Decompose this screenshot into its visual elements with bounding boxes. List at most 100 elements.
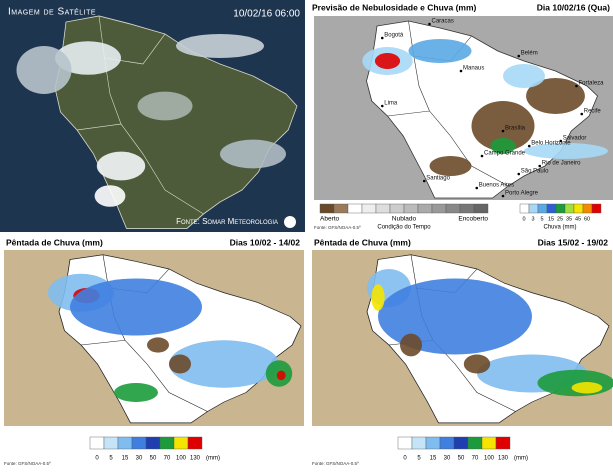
- legend-swatch: [320, 204, 334, 213]
- city-dot: [538, 165, 541, 168]
- legend-label: Nublado: [392, 216, 417, 223]
- city-label: Belém: [521, 51, 538, 57]
- legend-swatch: [398, 437, 412, 449]
- panel-date: Dia 10/02/16 (Qua): [537, 2, 610, 12]
- rain-area: [138, 92, 193, 121]
- city-label: Manaus: [463, 66, 484, 72]
- city-dot: [517, 55, 520, 58]
- legend-swatch: [446, 204, 460, 213]
- legend-swatch: [334, 204, 348, 213]
- legend-swatch: [418, 204, 432, 213]
- rain-area: [220, 140, 286, 169]
- source: Fonte: GFS/NOAA-0.5º: [4, 461, 51, 466]
- panel-title: Previsão de Nebulosidade e Chuva (mm): [312, 2, 477, 12]
- legend-tick: 35: [566, 216, 572, 222]
- legend-swatch: [574, 204, 583, 213]
- rain-area: [114, 383, 158, 402]
- city-dot: [575, 85, 578, 88]
- legend-tick: 70: [472, 456, 479, 462]
- city-label: Campo Grande: [484, 151, 526, 157]
- legend-unit: (mm): [514, 456, 528, 462]
- rain-area: [371, 284, 384, 311]
- city-dot: [580, 113, 583, 116]
- legend-swatch: [496, 437, 510, 449]
- legend-swatch: [547, 204, 556, 213]
- legend-tick: 100: [484, 456, 495, 462]
- city-label: Rio de Janeiro: [542, 161, 581, 167]
- legend-swatch: [146, 437, 160, 449]
- source: Fonte: GFS/NOAA-0.5º: [312, 461, 359, 466]
- legend-tick: 30: [444, 456, 451, 462]
- city-label: Lima: [384, 101, 398, 107]
- satellite-title: Imagem de Satélite: [8, 7, 96, 18]
- panel-title: Pêntada de Chuva (mm): [6, 237, 103, 247]
- legend-swatch: [468, 437, 482, 449]
- city-label: Santiago: [426, 176, 450, 182]
- city-label: São Paulo: [521, 169, 549, 175]
- rain-area: [95, 185, 126, 207]
- city-label: Recife: [584, 109, 602, 115]
- legend-caption: Chuva (mm): [543, 225, 576, 231]
- legend-swatch: [482, 437, 496, 449]
- legend-swatch: [440, 437, 454, 449]
- rain-area: [400, 334, 422, 357]
- legend-unit: (mm): [206, 456, 220, 462]
- legend-tick: 50: [150, 456, 157, 462]
- timestamp: 10/02/16 06:00: [233, 9, 300, 20]
- rain-area: [572, 382, 603, 393]
- legend-swatch: [529, 204, 538, 213]
- legend-tick: 130: [190, 456, 201, 462]
- panel-title: Pêntada de Chuva (mm): [314, 237, 411, 247]
- legend-tick: 100: [176, 456, 187, 462]
- legend-swatch: [188, 437, 202, 449]
- city-label: Fortaleza: [579, 81, 605, 87]
- rain-area: [147, 337, 169, 352]
- city-label: Belo Horizonte: [531, 141, 571, 147]
- legend-label: Aberto: [320, 216, 340, 223]
- legend-swatch: [132, 437, 146, 449]
- legend-tick: 25: [557, 216, 563, 222]
- legend-swatch: [592, 204, 601, 213]
- city-dot: [423, 180, 426, 183]
- city-dot: [481, 155, 484, 158]
- source: Fonte: Somar Meteorologia: [176, 217, 278, 226]
- rain-area: [409, 39, 472, 63]
- legend-tick: 50: [458, 456, 465, 462]
- city-dot: [528, 145, 531, 148]
- legend-tick: 30: [136, 456, 143, 462]
- legend-tick: 45: [575, 216, 581, 222]
- legend-swatch: [90, 437, 104, 449]
- rain-area: [17, 46, 72, 94]
- legend-swatch: [460, 204, 474, 213]
- rain-area: [538, 370, 613, 397]
- city-label: Brasília: [505, 126, 526, 132]
- legend-swatch: [174, 437, 188, 449]
- city-dot: [517, 173, 520, 176]
- rain-area: [503, 64, 545, 88]
- legend-swatch: [362, 204, 376, 213]
- legend-swatch: [474, 204, 488, 213]
- legend-tick: 60: [584, 216, 590, 222]
- legend-tick: 0: [522, 216, 525, 222]
- city-dot: [460, 70, 463, 73]
- legend-swatch: [390, 204, 404, 213]
- legend-swatch: [583, 204, 592, 213]
- city-label: Bogotá: [384, 33, 404, 39]
- legend-swatch: [118, 437, 132, 449]
- rain-area: [277, 371, 286, 381]
- legend-swatch: [348, 204, 362, 213]
- legend-label: Encoberto: [458, 216, 488, 223]
- legend-swatch: [538, 204, 547, 213]
- legend-swatch: [454, 437, 468, 449]
- legend-swatch: [565, 204, 574, 213]
- legend-swatch: [412, 437, 426, 449]
- source: Fonte: GFS/NOAA-0.5º: [314, 225, 361, 230]
- legend-tick: 5: [540, 216, 543, 222]
- city-label: Porto Alegre: [505, 191, 539, 197]
- legend-swatch: [556, 204, 565, 213]
- city-dot: [381, 105, 384, 108]
- legend-tick: 15: [548, 216, 554, 222]
- legend-swatch: [520, 204, 529, 213]
- legend-tick: 15: [430, 456, 437, 462]
